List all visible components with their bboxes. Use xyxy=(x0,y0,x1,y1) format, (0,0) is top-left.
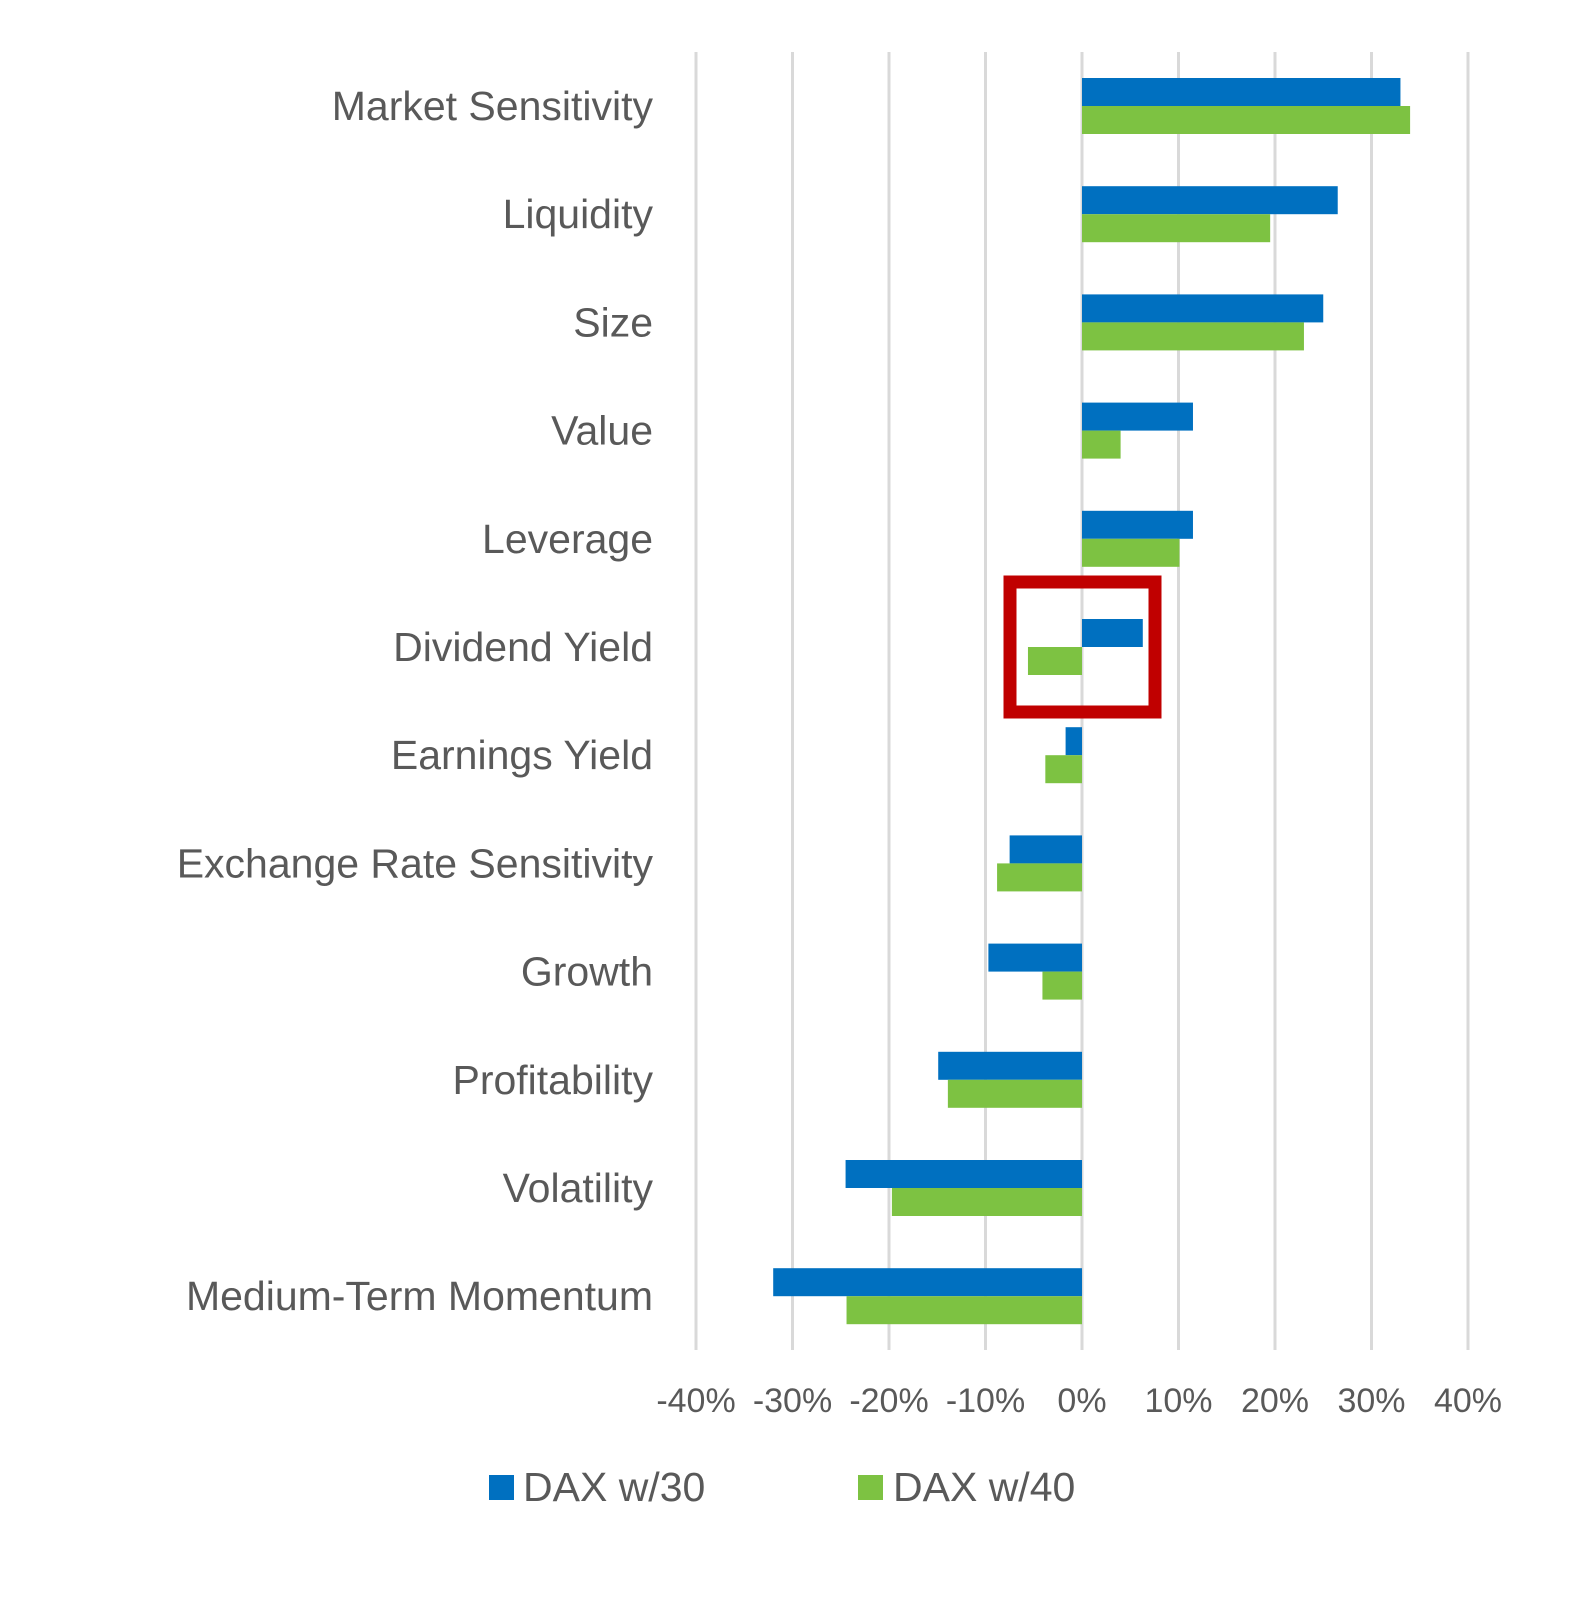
bar-earnings-yield-dax-w-40 xyxy=(1045,755,1082,784)
x-tick-label-10: 10% xyxy=(1144,1382,1212,1420)
bar-value-dax-w-30 xyxy=(1082,402,1193,431)
gridlines xyxy=(694,52,1470,1350)
category-labels: Market Sensitivity Liquidity Size Value Leve… xyxy=(177,83,654,1319)
bar-dividend-yield-dax-w-30 xyxy=(1082,619,1143,647)
x-axis-tick-labels: -40% -30% -20% -10% 0% 10% 20% 30% 40% xyxy=(656,1382,1502,1420)
category-label-dividend-yield: Dividend Yield xyxy=(393,624,653,670)
legend: DAX w/30 DAX w/40 xyxy=(489,1464,1075,1510)
category-label-liquidity: Liquidity xyxy=(503,191,654,237)
legend-swatch-dax-w40 xyxy=(858,1475,883,1500)
bar-leverage-dax-w-30 xyxy=(1082,510,1193,539)
bar-size-dax-w-40 xyxy=(1082,322,1304,351)
category-label-market-sensitivity: Market Sensitivity xyxy=(332,83,654,129)
bar-growth-dax-w-40 xyxy=(1042,971,1082,1000)
bars xyxy=(773,78,1411,1325)
x-tick-label-30: -30% xyxy=(753,1382,832,1420)
category-label-earnings-yield: Earnings Yield xyxy=(391,732,653,778)
legend-label-dax-w40: DAX w/40 xyxy=(893,1464,1075,1510)
bar-exchange-rate-sensitivity-dax-w-40 xyxy=(997,863,1082,892)
category-label-exchange-rate-sensitivity: Exchange Rate Sensitivity xyxy=(177,840,654,886)
bar-leverage-dax-w-40 xyxy=(1082,538,1180,567)
x-tick-label-40: 40% xyxy=(1434,1382,1502,1420)
bar-value-dax-w-40 xyxy=(1082,430,1121,459)
highlight-rectangle xyxy=(1003,575,1162,719)
legend-label-dax-w30: DAX w/30 xyxy=(523,1464,705,1510)
bar-dividend-yield-dax-w-40 xyxy=(1027,647,1082,675)
bar-exchange-rate-sensitivity-dax-w-30 xyxy=(1009,835,1082,864)
bar-volatility-dax-w-40 xyxy=(891,1188,1082,1216)
bar-liquidity-dax-w-30 xyxy=(1082,186,1338,215)
bar-profitability-dax-w-30 xyxy=(938,1051,1082,1080)
bar-market-sensitivity-dax-w-40 xyxy=(1082,106,1411,134)
legend-swatch-dax-w30 xyxy=(489,1475,514,1500)
bar-growth-dax-w-30 xyxy=(988,943,1082,972)
x-tick-label-10: -10% xyxy=(946,1382,1025,1420)
x-tick-label-0: 0% xyxy=(1057,1382,1106,1420)
x-tick-label-20: -20% xyxy=(849,1382,928,1420)
bar-profitability-dax-w-40 xyxy=(947,1079,1082,1108)
category-label-value: Value xyxy=(551,408,653,454)
x-tick-label-20: 20% xyxy=(1241,1382,1309,1420)
highlight-box xyxy=(1003,575,1162,719)
x-tick-label-40: -40% xyxy=(656,1382,735,1420)
category-label-leverage: Leverage xyxy=(482,516,653,562)
category-label-growth: Growth xyxy=(521,949,653,995)
bar-market-sensitivity-dax-w-30 xyxy=(1082,78,1401,106)
category-label-size: Size xyxy=(573,299,653,345)
category-label-profitability: Profitability xyxy=(452,1057,653,1103)
bar-medium-term-momentum-dax-w-40 xyxy=(846,1296,1082,1325)
category-label-volatility: Volatility xyxy=(503,1165,654,1211)
bar-size-dax-w-30 xyxy=(1082,294,1324,323)
bar-earnings-yield-dax-w-30 xyxy=(1065,727,1082,756)
category-label-medium-term-momentum: Medium-Term Momentum xyxy=(186,1273,653,1319)
bar-liquidity-dax-w-40 xyxy=(1082,214,1271,243)
bar-medium-term-momentum-dax-w-30 xyxy=(773,1268,1082,1297)
bar-volatility-dax-w-30 xyxy=(845,1160,1082,1188)
x-tick-label-30: 30% xyxy=(1337,1382,1405,1420)
